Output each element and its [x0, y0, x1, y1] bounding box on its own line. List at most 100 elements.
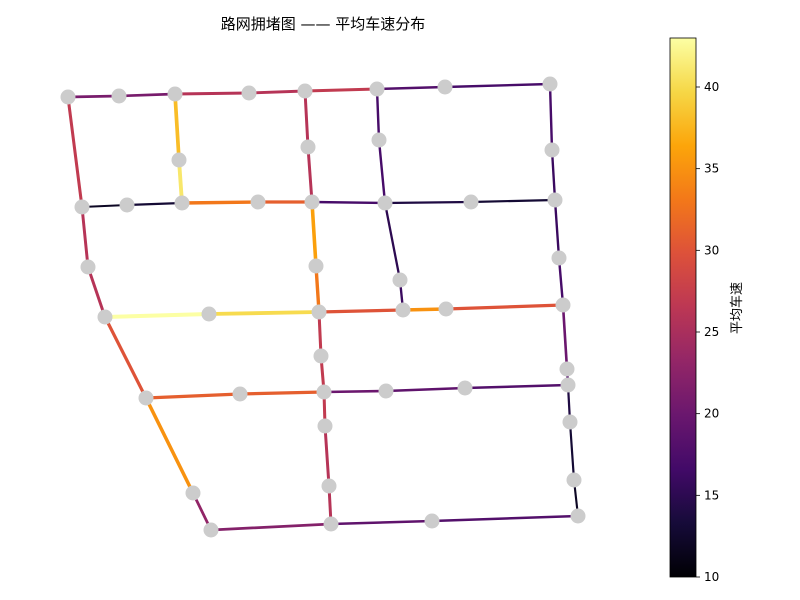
road-node: [97, 309, 113, 325]
colorbar-tick-label: 35: [704, 162, 719, 176]
road-edge: [375, 85, 447, 91]
colorbar-tick-label: 30: [704, 243, 719, 257]
road-node: [323, 516, 339, 532]
road-edge: [383, 200, 473, 205]
road-edge: [180, 200, 260, 205]
road-node: [559, 361, 575, 377]
road-edge: [117, 92, 177, 98]
road-edge: [103, 312, 211, 319]
road-node: [119, 197, 135, 213]
road-node: [111, 88, 127, 104]
road-node: [392, 272, 408, 288]
road-edge: [66, 95, 84, 209]
road-node: [300, 139, 316, 155]
road-edge: [548, 82, 554, 152]
road-node: [395, 302, 411, 318]
road-edge: [173, 91, 251, 96]
colorbar-gradient: [669, 37, 697, 578]
road-node: [378, 383, 394, 399]
road-node: [167, 86, 183, 102]
road-edge: [323, 424, 331, 488]
road-node: [203, 522, 219, 538]
road-edge: [463, 383, 570, 390]
road-edge: [430, 514, 580, 523]
road-node: [304, 194, 320, 210]
road-edge: [469, 198, 557, 204]
nodes-layer: [60, 76, 586, 538]
road-node: [297, 83, 313, 99]
road-edge: [144, 396, 195, 495]
road-node: [566, 472, 582, 488]
road-node: [185, 485, 201, 501]
road-edge: [561, 303, 569, 371]
road-edge: [329, 519, 434, 526]
road-node: [80, 259, 96, 275]
road-edge: [306, 145, 314, 204]
road-node: [542, 76, 558, 92]
road-edge: [209, 522, 333, 532]
road-node: [560, 377, 576, 393]
road-edge: [568, 420, 576, 482]
road-node: [74, 199, 90, 215]
road-node: [308, 258, 324, 274]
road-node: [377, 195, 393, 211]
road-edge: [173, 92, 181, 162]
road-edge: [103, 315, 148, 400]
road-node: [311, 304, 327, 320]
road-node: [174, 195, 190, 211]
road-edge: [553, 198, 561, 260]
road-edge: [207, 310, 321, 316]
chart-title: 路网拥堵图 —— 平均车速分布: [221, 15, 426, 33]
road-edge: [125, 201, 184, 207]
road-edge: [443, 82, 552, 89]
road-node: [570, 508, 586, 524]
road-edge: [238, 390, 326, 396]
colorbar-tick-label: 40: [704, 80, 719, 94]
colorbar-label: 平均车速: [729, 282, 745, 334]
road-edge: [80, 205, 90, 269]
road-edge: [303, 87, 379, 93]
road-edge: [86, 265, 107, 319]
road-node: [371, 132, 387, 148]
road-node: [437, 79, 453, 95]
road-edge: [303, 89, 310, 149]
road-node: [424, 513, 440, 529]
road-edge: [550, 148, 557, 202]
colorbar-tick-label: 10: [704, 570, 719, 584]
road-node: [316, 384, 332, 400]
road-edge: [375, 87, 381, 142]
road-node: [438, 301, 454, 317]
road-edge: [80, 203, 129, 209]
road-node: [562, 414, 578, 430]
road-node: [313, 348, 329, 364]
road-edge: [310, 200, 318, 268]
road-node: [232, 386, 248, 402]
road-node: [547, 192, 563, 208]
road-node: [457, 380, 473, 396]
colorbar-tick-label: 20: [704, 407, 719, 421]
road-edge: [444, 303, 565, 311]
colorbar: 10 15 20 25 30 35 40 平均车速: [669, 37, 745, 584]
colorbar-tick-label: 15: [704, 488, 719, 502]
road-edge: [144, 392, 242, 400]
road-edge: [384, 386, 467, 393]
road-node: [250, 194, 266, 210]
road-node: [551, 250, 567, 266]
colorbar-ticks: 10 15 20 25 30 35 40: [696, 80, 719, 584]
road-node: [544, 142, 560, 158]
road-edge: [377, 138, 387, 205]
road-edge: [310, 200, 387, 205]
road-edge: [557, 256, 565, 307]
road-node: [369, 81, 385, 97]
road-node: [201, 306, 217, 322]
colorbar-tick-label: 25: [704, 325, 719, 339]
road-edge: [322, 389, 388, 394]
road-edge: [383, 201, 402, 282]
road-node: [463, 194, 479, 210]
road-node: [317, 418, 333, 434]
road-node: [60, 89, 76, 105]
road-node: [555, 297, 571, 313]
road-node: [241, 85, 257, 101]
road-edge: [66, 94, 121, 99]
